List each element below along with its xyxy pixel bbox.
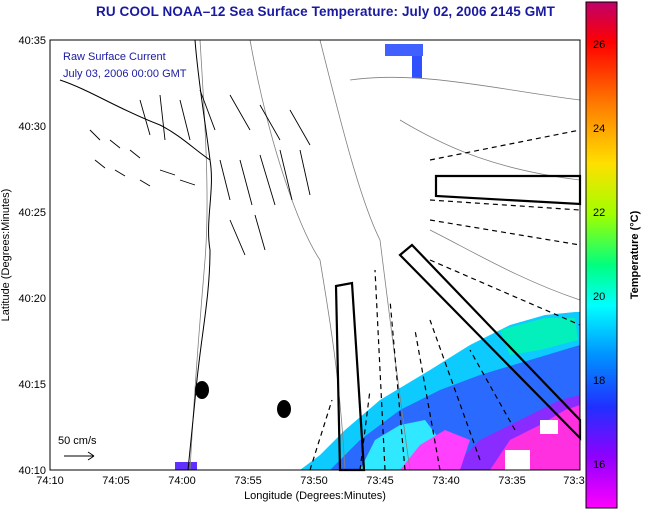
plot-frame [49, 39, 581, 471]
colorbar-tick-label: 16 [593, 459, 605, 471]
colorbar-tick-label: 24 [593, 123, 605, 135]
radar-sectors [309, 129, 581, 471]
x-tick-label: 73:55 [234, 475, 262, 487]
y-tick-label: 40:15 [18, 379, 46, 391]
colorbar-tick-label: 22 [593, 207, 605, 219]
station-marker-1[interactable] [195, 381, 209, 399]
colorbar-tick-label: 18 [593, 375, 605, 387]
surface-current-vectors [89, 89, 311, 256]
x-tick-label: 74:05 [102, 475, 130, 487]
colorbar-tick-label: 20 [593, 291, 605, 303]
y-tick-label: 40:35 [18, 35, 46, 47]
sst-field [175, 44, 580, 470]
colorbar-ticks: 26 24 22 20 18 16 [593, 39, 605, 471]
x-tick-label: 73:35 [498, 475, 526, 487]
x-tick-label: 73:45 [366, 475, 394, 487]
scale-arrow [64, 451, 95, 461]
current-label: Raw Surface Current [63, 51, 166, 63]
station-marker-2[interactable] [277, 400, 291, 418]
x-tick-label: 74:00 [168, 475, 196, 487]
x-axis: 74:10 74:05 74:00 73:55 73:50 73:45 73:4… [36, 475, 584, 502]
y-tick-label: 40:10 [18, 465, 46, 477]
current-time: July 03, 2006 00:00 GMT [63, 68, 187, 80]
colorbar-tick-label: 26 [593, 39, 605, 51]
y-axis-label: Latitude (Degrees:Minutes) [0, 189, 12, 322]
x-tick-label: 73:50 [300, 475, 328, 487]
y-tick-label: 40:25 [18, 207, 46, 219]
y-axis: 40:35 40:30 40:25 40:20 40:15 40:10 Lati… [0, 35, 46, 477]
coastline [59, 39, 212, 471]
x-tick-label: 73:3 [563, 475, 584, 487]
y-tick-label: 40:30 [18, 121, 46, 133]
scale-label: 50 cm/s [58, 435, 97, 447]
x-tick-label: 73:40 [432, 475, 460, 487]
colorbar-label: Temperature (°C) [629, 210, 641, 299]
map-title: RU COOL NOAA–12 Sea Surface Temperature:… [96, 4, 555, 19]
colorbar [585, 1, 618, 509]
y-tick-label: 40:20 [18, 293, 46, 305]
x-axis-label: Longitude (Degrees:Minutes) [244, 490, 386, 502]
x-tick-label: 74:10 [36, 475, 64, 487]
